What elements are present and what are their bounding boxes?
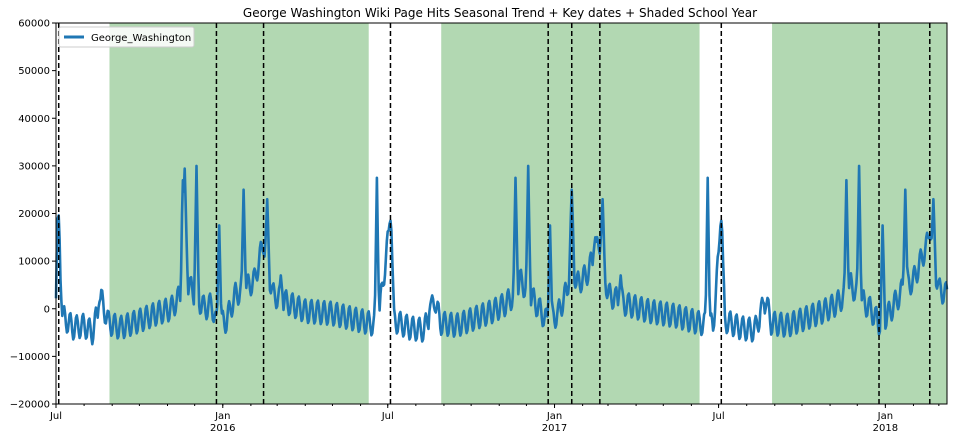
x-tick-year-label: 2018: [873, 423, 898, 434]
y-tick-label: 0: [44, 304, 50, 315]
y-tick-label: 20000: [18, 209, 50, 220]
y-tick-label: −10000: [10, 352, 50, 363]
series-line-george-washington: [54, 164, 949, 346]
x-tick-label: Jul: [712, 411, 725, 422]
y-tick-label: 60000: [18, 19, 50, 30]
y-tick-label: −20000: [10, 400, 50, 411]
legend: George_Washington: [58, 26, 195, 48]
y-axis: −20000 −10000 0 10000 20000 30000 40000 50000 60…: [10, 19, 56, 411]
y-tick-label: 30000: [18, 161, 50, 172]
legend-box: [58, 26, 195, 48]
y-tick-label: 40000: [18, 114, 50, 125]
legend-label: George_Washington: [91, 33, 191, 44]
x-tick-label: Jul: [49, 411, 62, 422]
y-tick-label: 50000: [18, 66, 50, 77]
chart-title: George Washington Wiki Page Hits Seasona…: [243, 6, 757, 20]
x-tick-label: Jan: [214, 411, 230, 422]
x-tick-label: Jan: [546, 411, 562, 422]
series-layer: [54, 164, 949, 346]
x-tick-year-label: 2016: [210, 423, 235, 434]
x-tick-year-label: 2017: [542, 423, 567, 434]
x-tick-label: Jul: [381, 411, 394, 422]
school-year-shade: [109, 23, 369, 404]
x-tick-label: Jan: [877, 411, 893, 422]
y-tick-label: 10000: [18, 257, 50, 268]
